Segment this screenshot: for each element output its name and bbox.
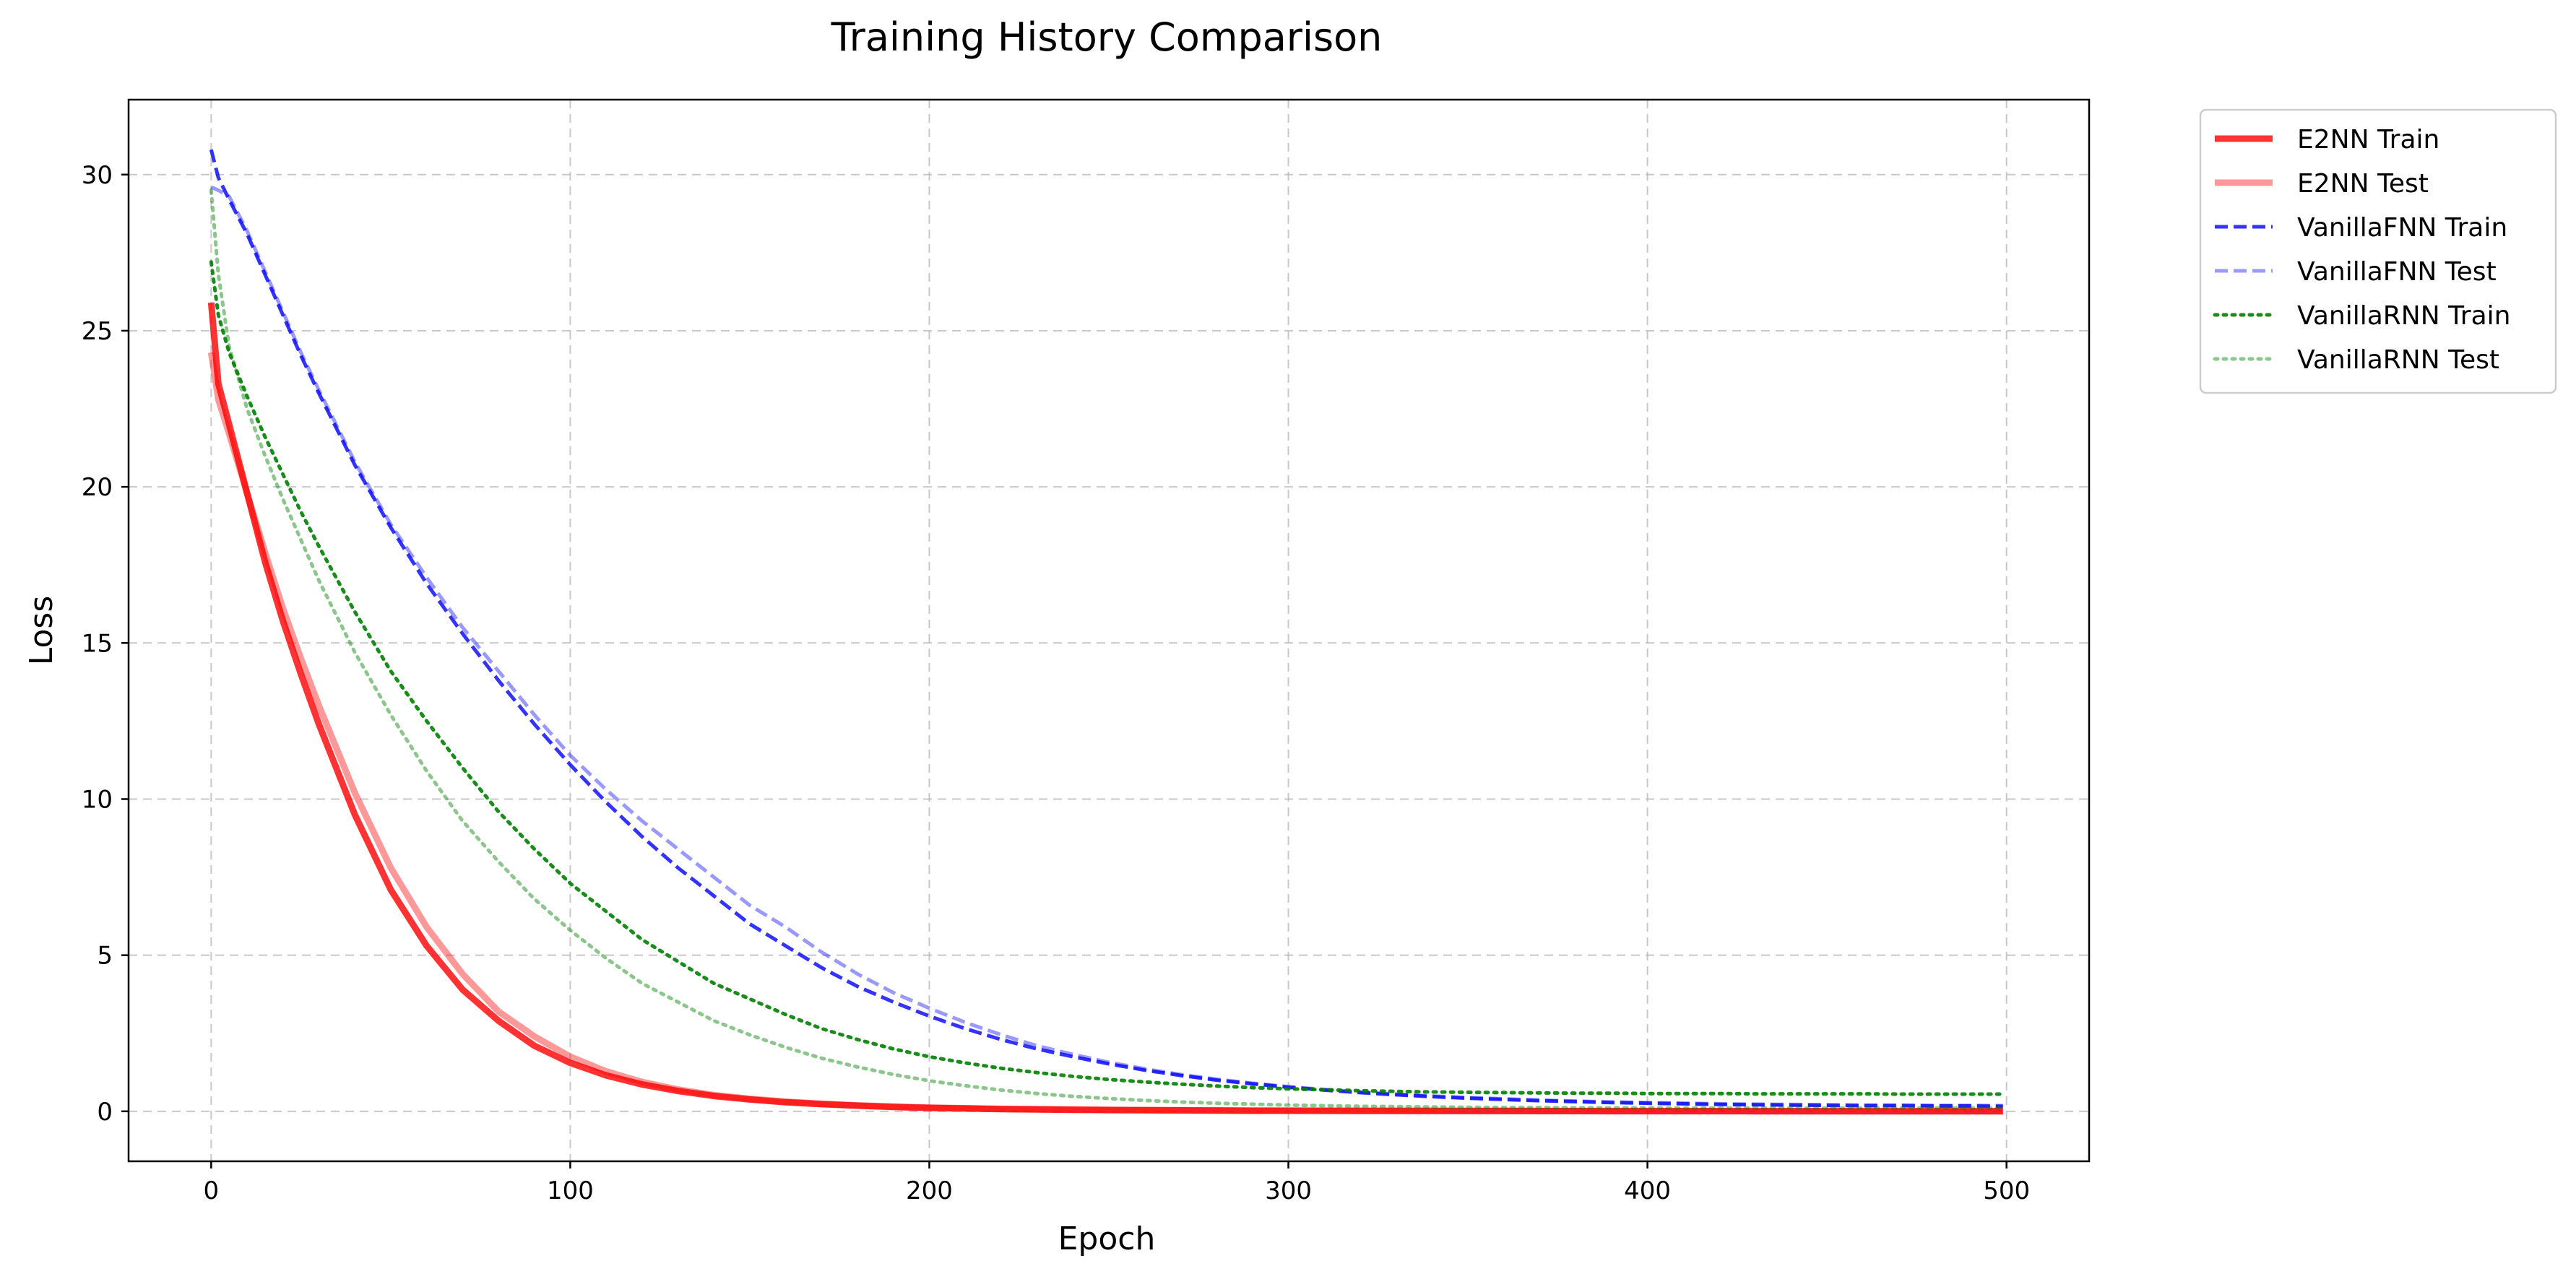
legend-label: VanillaRNN Test [2297,345,2499,375]
y-tick-label: 0 [97,1098,113,1127]
legend-label: E2NN Train [2297,125,2439,155]
y-axis-label: Loss [23,596,60,666]
x-tick-label: 0 [204,1176,220,1205]
y-tick-label: 5 [97,942,113,971]
legend-label: VanillaFNN Test [2297,257,2497,287]
y-tick-label: 10 [82,785,113,814]
x-tick-label: 100 [547,1176,594,1205]
plot-frame [127,98,2091,1163]
y-tick-label: 25 [82,317,113,346]
series-line-e2nn-test [207,352,2003,1115]
series-line-vanillarnn-test [209,188,2005,1110]
legend: E2NN Train E2NN Test VanillaFNN Train Vanil… [2199,108,2557,394]
series-line-e2nn-train [207,302,2003,1115]
series-line-vanillafnn-train [209,149,2003,1109]
legend-frame [2199,108,2557,394]
y-tick-label: 20 [82,473,113,502]
y-tick-label: 15 [82,629,113,658]
legend-label: VanillaRNN Train [2297,301,2510,331]
x-tick-label: 300 [1265,1176,1312,1205]
x-tick-label: 200 [906,1176,953,1205]
series-layer [207,149,2005,1115]
series-line-vanillarnn-train [209,260,2005,1096]
y-tick-label: 30 [82,161,113,190]
chart-title: Training History Comparison [831,14,1383,60]
x-tick-label: 500 [1983,1176,2030,1205]
legend-label: E2NN Test [2297,169,2429,199]
x-tick-label: 400 [1624,1176,1671,1205]
series-line-vanillafnn-test [210,185,2003,1108]
legend-label: VanillaFNN Train [2297,213,2507,243]
grid [129,100,2089,1161]
x-axis-label: Epoch [1058,1221,1156,1257]
axis-ticks: 0 100 200 300 400 500 0 5 10 15 20 25 30 [82,161,2030,1205]
